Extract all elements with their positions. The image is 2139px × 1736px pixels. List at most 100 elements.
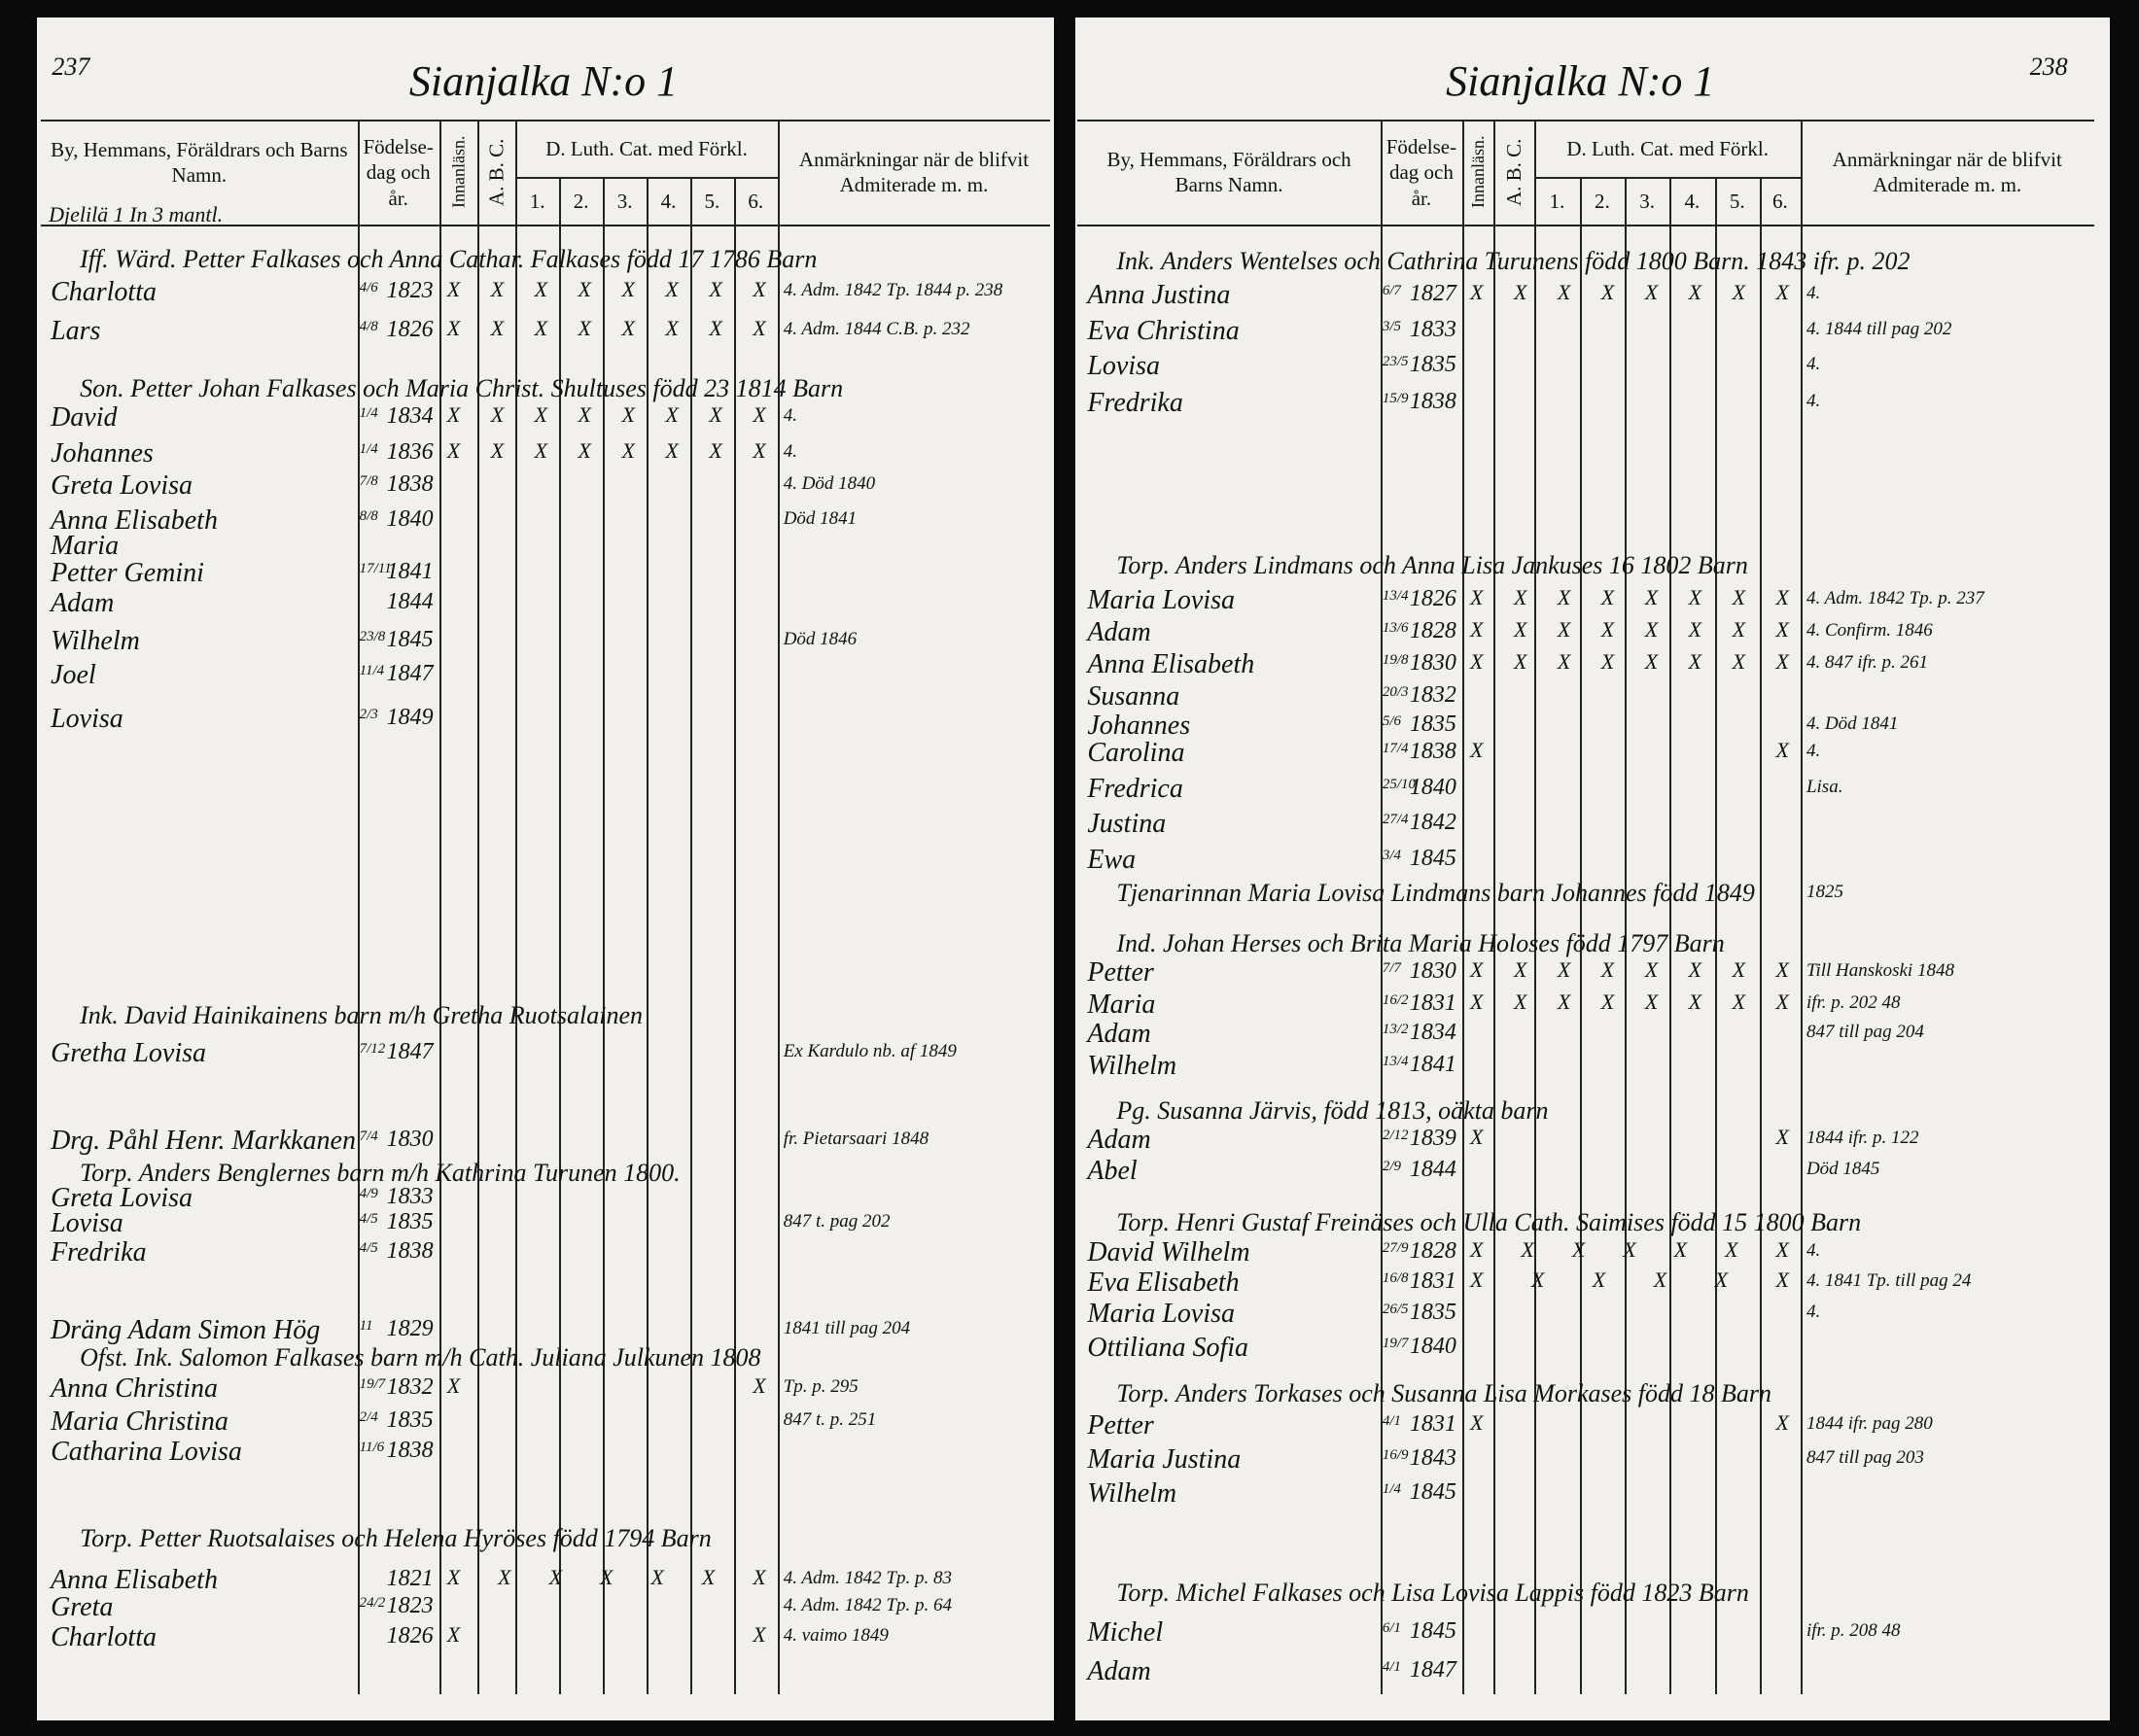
column-header: 5. (704, 189, 720, 213)
column-rule (1462, 120, 1465, 1694)
reading-marks: X X X X X X X X (1470, 585, 1789, 610)
birth-date: 19/7 (1382, 1336, 1409, 1352)
birth-year: 1842 (1409, 810, 1456, 836)
child-name: Maria Christina (51, 1406, 228, 1437)
child-name: David Wilhelm (1087, 1236, 1250, 1267)
remark: 4. (783, 440, 797, 462)
birth-date: 7/12 (359, 1041, 386, 1058)
birth-year: 1831 (1409, 1267, 1456, 1294)
birth-year: 1821 (386, 1565, 434, 1591)
birth-date: 16/8 (1382, 1269, 1409, 1286)
birth-date: 4/5 (359, 1239, 378, 1256)
remark: 4. Död 1841 (1806, 713, 1899, 735)
reading-marks: X X X X X X (1470, 1267, 1789, 1292)
remark: Lisa. (1806, 776, 1843, 797)
reading-marks: X X X X X X X X (446, 315, 766, 340)
column-rule (733, 177, 736, 1694)
child-name: Petter Gemini (51, 558, 204, 589)
birth-date: 4/1 (1382, 1658, 1401, 1675)
birth-year: 1832 (1409, 681, 1456, 708)
birth-date: 2/12 (1382, 1127, 1409, 1143)
child-name: Anna Justina (1087, 280, 1231, 311)
birth-date: 13/6 (1382, 619, 1409, 636)
birth-year: 1833 (1409, 316, 1456, 342)
birth-year: 1830 (1409, 650, 1456, 677)
child-name: Gretha Lovisa (51, 1038, 207, 1069)
remark: 4. Confirm. 1846 (1806, 619, 1933, 641)
remark: 4. Död 1840 (783, 473, 876, 495)
birth-date: 27/9 (1382, 1239, 1409, 1256)
birth-date: 23/5 (1382, 354, 1409, 369)
child-name: Lovisa (1087, 351, 1161, 381)
column-header: 6. (1772, 189, 1788, 213)
child-name: Anna Elisabeth (1087, 649, 1255, 680)
reading-marks: X X (1470, 1410, 1789, 1436)
reading-marks: X X X X X X X (1470, 1236, 1789, 1262)
birth-year: 1838 (386, 471, 434, 498)
child-name: Wilhelm (1087, 1050, 1177, 1081)
birth-date: 13/4 (1382, 1053, 1409, 1069)
remark: 4. 847 ifr. p. 261 (1806, 652, 1929, 674)
birth-year: 1838 (1409, 739, 1456, 765)
remark: Död 1846 (783, 629, 858, 650)
birth-year: 1847 (1409, 1656, 1456, 1683)
column-header: Innanläsn. (448, 136, 469, 209)
birth-year: 1834 (1409, 1020, 1456, 1046)
family-heading: Son. Petter Johan Falkases och Maria Chr… (80, 373, 844, 402)
remark: Tp. p. 295 (783, 1376, 859, 1398)
birth-year: 1828 (1409, 617, 1456, 643)
family-heading: Ink. David Hainikainens barn m/h Gretha … (80, 1001, 643, 1030)
column-header: 5. (1729, 189, 1745, 213)
child-name: Wilhelm (1087, 1478, 1177, 1510)
birth-date: 19/7 (359, 1376, 386, 1393)
child-name: Fredrika (51, 1236, 147, 1267)
birth-date: 24/2 (359, 1594, 386, 1611)
child-name: Ottiliana Sofia (1087, 1333, 1249, 1364)
birth-year: 1838 (1409, 388, 1456, 414)
birth-year: 1836 (386, 438, 434, 465)
page-number: 237 (52, 52, 90, 82)
birth-year: 1845 (1409, 1618, 1456, 1645)
child-name: Charlotta (51, 277, 157, 308)
child-name: Joel (51, 660, 96, 691)
child-name: David (51, 402, 118, 434)
reading-marks: X X X X X X X X (1470, 989, 1789, 1014)
child-name: Adam (51, 588, 115, 619)
birth-year: 1833 (386, 1183, 434, 1209)
birth-date: 1/4 (359, 440, 378, 457)
remark: 1844 ifr. pag 280 (1806, 1413, 1933, 1435)
column-rule (438, 120, 441, 1694)
birth-date: 7/4 (359, 1128, 378, 1144)
column-header: Anmärkningar när de blifvit Admiterade m… (1832, 148, 2062, 197)
birth-date: 17/4 (1382, 741, 1409, 757)
child-name: Charlotta (51, 1621, 157, 1652)
column-rule (1759, 177, 1762, 1694)
child-name: Carolina (1087, 738, 1185, 769)
remark: ifr. p. 208 48 (1806, 1620, 1901, 1642)
birth-date: 13/2 (1382, 1022, 1409, 1038)
reading-marks: X X X X X X X X (1470, 649, 1789, 675)
remark: 4. (783, 405, 797, 427)
birth-year: 1840 (1409, 774, 1456, 800)
birth-date: 26/5 (1382, 1302, 1409, 1318)
reading-marks: X X X X X X X X (446, 277, 766, 302)
column-rule (1380, 120, 1383, 1694)
column-header: 4. (660, 189, 677, 213)
reading-marks: X X (1470, 1124, 1789, 1149)
child-name: Anna Elisabeth (51, 1564, 218, 1595)
reading-marks: X X X X X X X X (446, 402, 766, 428)
child-name: Adam (1087, 1124, 1151, 1155)
column-rule (647, 177, 649, 1694)
birth-date: 4/9 (359, 1185, 378, 1201)
column-header: Anmärkningar när de blifvit Admiterade m… (798, 148, 1030, 197)
remark: 4. Adm. 1842 Tp. p. 237 (1806, 588, 1984, 609)
birth-year: 1831 (1409, 990, 1456, 1016)
birth-date: 15/9 (1382, 390, 1409, 406)
birth-year: 1839 (1409, 1125, 1456, 1151)
birth-date: 6/7 (1382, 283, 1401, 299)
family-heading: Tjenarinnan Maria Lovisa Lindmans barn J… (1116, 878, 1755, 907)
remark: fr. Pietarsaari 1848 (783, 1128, 929, 1149)
birth-date: 23/8 (359, 629, 386, 645)
family-heading: Pg. Susanna Järvis, född 1813, oäkta bar… (1116, 1096, 1549, 1126)
